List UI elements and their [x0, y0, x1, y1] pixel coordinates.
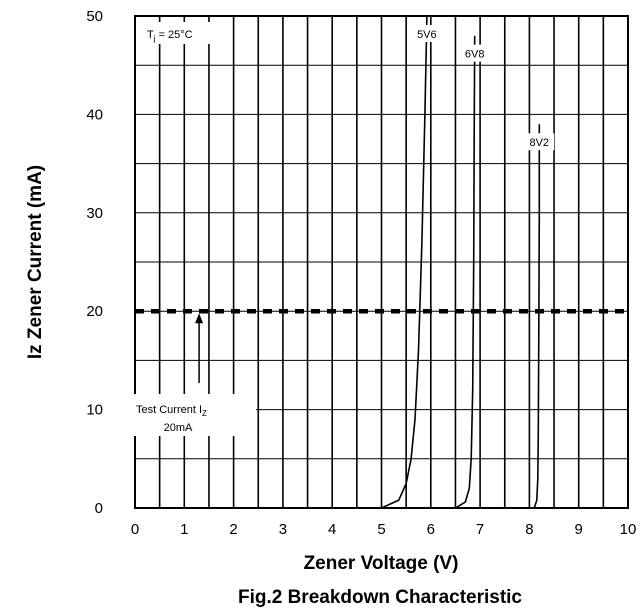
x-tick-label: 7	[476, 521, 484, 538]
annotation-text: Test Current IZ	[136, 404, 207, 418]
series-curve-5v6	[381, 15, 428, 509]
x-tick-label: 1	[180, 521, 188, 538]
series-label-bg	[411, 25, 442, 42]
annotation-arrow-head	[195, 313, 204, 324]
x-tick-label: 10	[620, 521, 637, 538]
conditions-sub: j	[153, 34, 156, 43]
x-tick-label: 3	[279, 521, 287, 538]
series-layer: 5V6 6V8 8V2	[381, 15, 555, 509]
x-tick-label: 2	[229, 521, 237, 538]
annotation-text-sub: Z	[202, 409, 207, 418]
conditions-main: T	[147, 29, 154, 41]
series-curve-6v8	[454, 35, 476, 509]
conditions-box	[143, 22, 229, 44]
series-label-bg	[459, 44, 490, 62]
conditions-rest: = 25°C	[156, 29, 193, 41]
y-tick-label: 50	[86, 8, 103, 25]
x-tick-labels: 0 1 2 3 4 5 6 7 8 9 10	[131, 521, 637, 538]
series-curve-8v2	[533, 124, 541, 509]
series-label-bg	[524, 133, 555, 151]
y-axis-title: Iz Zener Current (mA)	[25, 165, 46, 359]
x-tick-label: 6	[427, 521, 435, 538]
x-tick-label: 4	[328, 521, 336, 538]
y-tick-label: 30	[86, 205, 103, 222]
x-tick-label: 0	[131, 521, 139, 538]
test-current-annotation: Test Current IZ 20mA	[132, 313, 256, 436]
x-axis-title: Zener Voltage (V)	[304, 553, 459, 574]
series-label-8v2: 8V2	[529, 137, 549, 149]
y-tick-label: 40	[86, 106, 103, 123]
series-label-6v8: 6V8	[465, 49, 485, 61]
conditions-label: Tj = 25°C	[147, 29, 193, 43]
annotation-value: 20mA	[164, 422, 193, 434]
y-tick-label: 10	[86, 402, 103, 419]
series-label-5v6: 5V6	[417, 29, 437, 41]
y-tick-label: 20	[86, 303, 103, 320]
plot-frame	[134, 15, 629, 509]
x-tick-label: 8	[525, 521, 533, 538]
annotation-box	[132, 394, 256, 436]
x-tick-label: 9	[575, 521, 583, 538]
figure-caption: Fig.2 Breakdown Characteristic	[238, 587, 522, 608]
y-tick-label: 0	[95, 500, 103, 517]
x-tick-label: 5	[377, 521, 385, 538]
annotation-text-main: Test Current I	[136, 404, 202, 416]
y-tick-labels: 0 10 20 30 40 50	[86, 8, 103, 517]
